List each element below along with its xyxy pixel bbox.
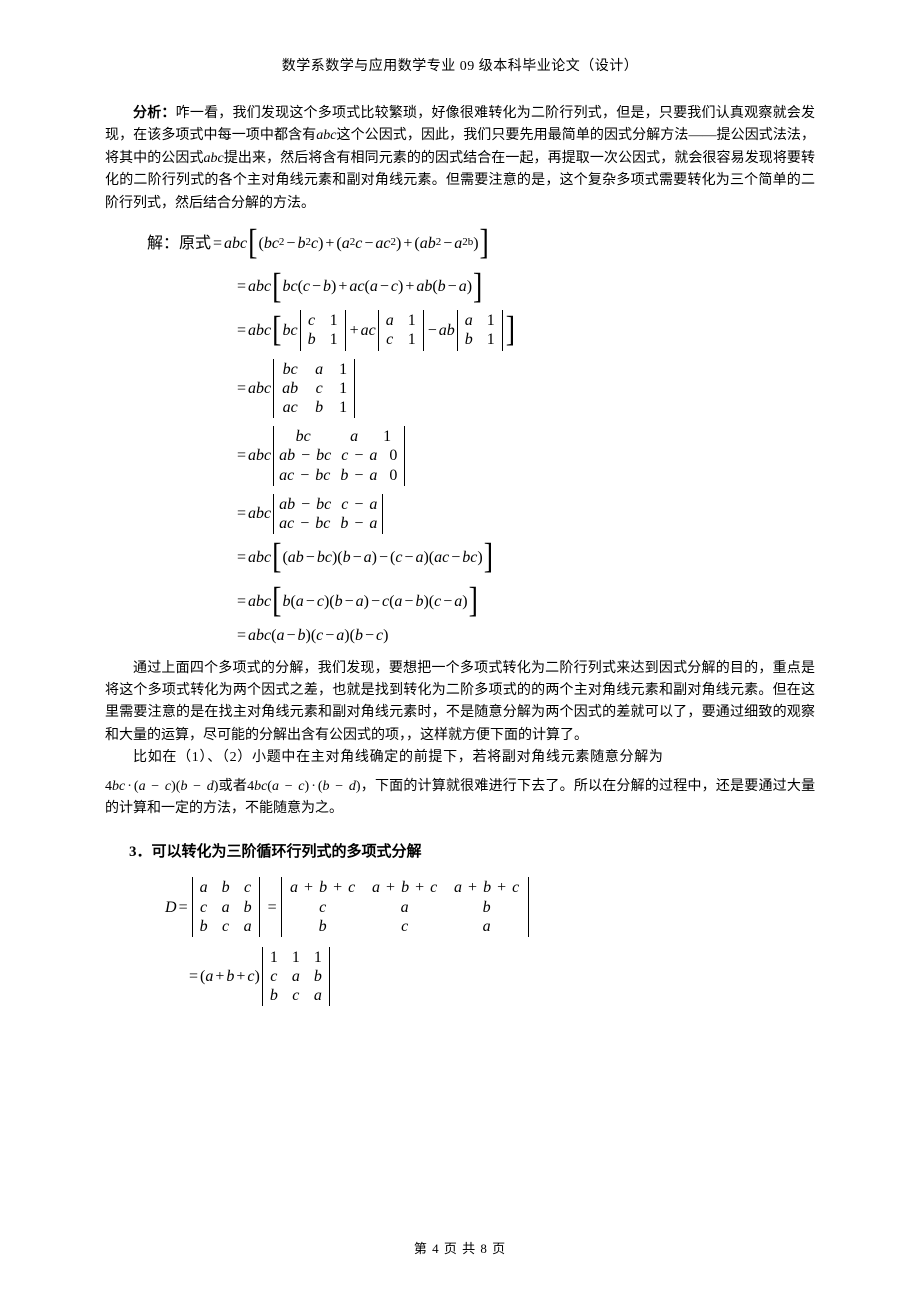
solution-line-7: = abc[(ab − bc)(b − a) − (c − a)(ac − bc…: [105, 537, 815, 578]
section-3-title: 可以转化为三阶循环行列式的多项式分解: [152, 844, 422, 860]
det-2x2-2: a1c1: [378, 310, 424, 350]
footer-post: 页: [492, 1241, 506, 1256]
para3-lead: 比如在（1）、（2）小题中在主对角线确定的前提下，若将副对角线元素随意分解为: [133, 750, 664, 765]
solution-line-4: = abc bca1 abc1 acb1: [105, 359, 815, 419]
solution-line-3: = abc[bc c1b1 + ac a1c1 − ab a1b1 ]: [105, 310, 815, 351]
para3-mid: 或者: [218, 779, 247, 794]
det-2x2-3: a1b1: [457, 310, 503, 350]
footer-mid: 页 共: [444, 1241, 476, 1256]
det-D-3: 111 cab bca: [262, 947, 330, 1007]
footer-pre: 第: [414, 1241, 428, 1256]
solution-label: 解：原式: [147, 232, 211, 255]
paragraph-3: 比如在（1）、（2）小题中在主对角线确定的前提下，若将副对角线元素随意分解为: [105, 747, 815, 769]
footer-total: 8: [480, 1241, 488, 1256]
inline-abc-2: abc: [204, 151, 224, 166]
section-3-heading: 3．可以转化为三阶循环行列式的多项式分解: [129, 840, 815, 861]
section-3-number: 3．: [129, 844, 152, 860]
det-D-block: D= abc cab bca = a + b + ca + b + ca + b…: [105, 877, 815, 1006]
solution-line-5: = abc bca1 ab − bcc − a0 ac − bcb − a0: [105, 426, 815, 486]
analysis-label: 分析：: [133, 106, 176, 121]
det-3x3-1: bca1 abc1 acb1: [273, 359, 355, 419]
solution-block: 解：原式 = abc[(bc2 − b2c) + (a2c − ac2) + (…: [105, 223, 815, 648]
paragraph-3b: 4bc·(a − c)(b − d)或者4bc(a − c)·(b − d)，下…: [105, 776, 815, 821]
det-D-line2: = (a + b + c) 111 cab bca: [105, 947, 815, 1007]
solution-line-8: = abc[b(a − c)(b − a) − c(a − b)(c − a)]: [105, 581, 815, 622]
det-D-line1: D= abc cab bca = a + b + ca + b + ca + b…: [105, 877, 815, 937]
solution-line-2: = abc[bc(c − b) + ac(a − c) + ab(b − a)]: [105, 267, 815, 308]
solution-line-6: = abc ab − bcc − a ac − bcb − a: [105, 494, 815, 534]
page-header: 数学系数学与应用数学专业 09 级本科毕业论文（设计）: [105, 55, 815, 75]
det-D-2: a + b + ca + b + ca + b + c cab bca: [281, 877, 529, 937]
det-2x2-1: c1b1: [300, 310, 346, 350]
solution-line-9: = abc(a − b)(c − a)(b − c): [105, 624, 815, 647]
paragraph-2: 通过上面四个多项式的分解，我们发现，要想把一个多项式转化为二阶行列式来达到因式分…: [105, 658, 815, 748]
det-3x3-2: bca1 ab − bcc − a0 ac − bcb − a0: [273, 426, 405, 486]
analysis-paragraph: 分析：咋一看，我们发现这个多项式比较繁琐，好像很难转化为二阶行列式，但是，只要我…: [105, 103, 815, 215]
page-footer: 第 4 页 共 8 页: [0, 1238, 920, 1257]
footer-page: 4: [432, 1241, 440, 1256]
det-2x2-4: ab − bcc − a ac − bcb − a: [273, 494, 383, 534]
det-D-1: abc cab bca: [192, 877, 260, 937]
inline-abc-1: abc: [316, 128, 336, 143]
solution-line-1: 解：原式 = abc[(bc2 − b2c) + (a2c − ac2) + (…: [105, 223, 815, 264]
